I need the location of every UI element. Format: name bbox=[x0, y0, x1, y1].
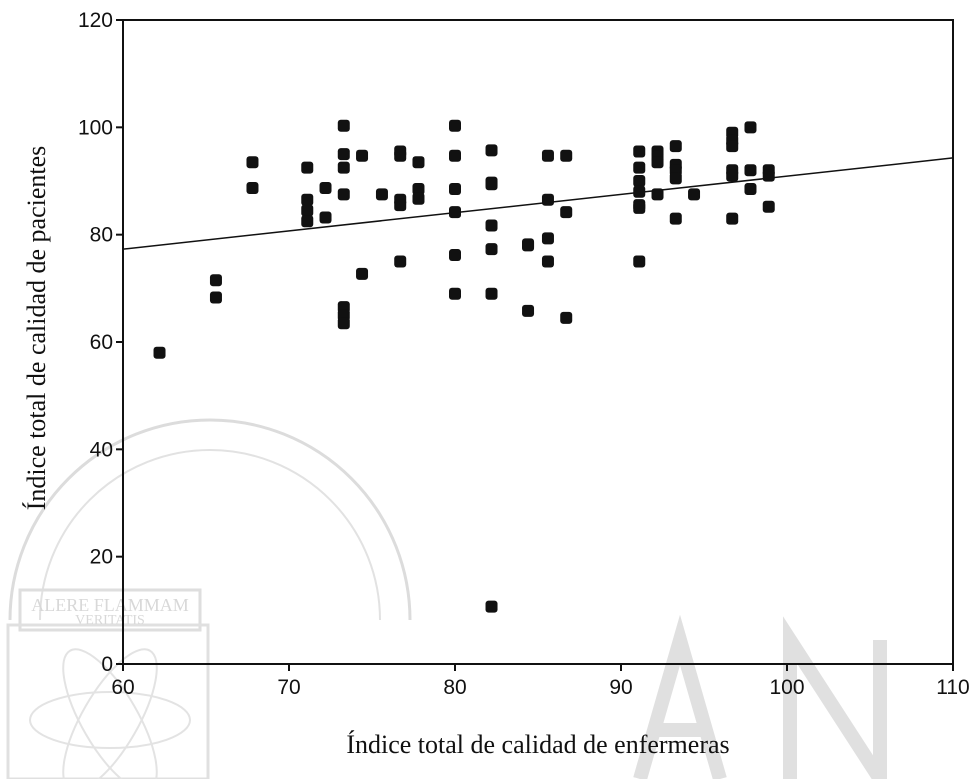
data-point bbox=[762, 169, 775, 182]
data-point bbox=[301, 161, 314, 174]
x-tick-label: 110 bbox=[936, 676, 969, 699]
y-tick-label: 60 bbox=[90, 331, 113, 354]
data-point bbox=[337, 119, 350, 132]
y-tick-label: 80 bbox=[90, 224, 113, 247]
data-point bbox=[762, 200, 775, 213]
data-point bbox=[522, 239, 535, 252]
watermark-motto-line1: ALERE FLAMMAM bbox=[31, 595, 189, 615]
data-point bbox=[669, 140, 682, 153]
data-point bbox=[319, 211, 332, 224]
y-tick-label: 100 bbox=[78, 116, 113, 139]
data-point bbox=[669, 172, 682, 185]
watermark-motto-line2: VERITATIS bbox=[75, 613, 145, 628]
plot-area-frame bbox=[122, 19, 954, 665]
data-point bbox=[337, 317, 350, 330]
data-point bbox=[449, 249, 461, 262]
data-point bbox=[449, 287, 461, 300]
data-point bbox=[726, 140, 739, 153]
data-point bbox=[744, 183, 757, 196]
data-point bbox=[412, 183, 425, 196]
data-point bbox=[485, 144, 498, 157]
data-point bbox=[744, 121, 757, 134]
data-point bbox=[485, 178, 498, 191]
data-point bbox=[301, 204, 314, 217]
data-points bbox=[153, 119, 775, 613]
data-point bbox=[394, 149, 407, 162]
data-point bbox=[522, 304, 535, 317]
data-point bbox=[633, 255, 646, 268]
data-point bbox=[337, 148, 350, 161]
x-tick-label: 80 bbox=[443, 676, 466, 699]
x-tick-label: 70 bbox=[277, 676, 300, 699]
y-tick-label: 20 bbox=[90, 546, 113, 569]
axes: 0 20 40 60 80 100 120 60 70 80 90 100 110 bbox=[78, 9, 970, 699]
data-point bbox=[209, 274, 222, 287]
data-point bbox=[633, 161, 646, 174]
data-point bbox=[394, 199, 407, 212]
y-tick-label: 40 bbox=[90, 438, 113, 461]
data-point bbox=[449, 183, 461, 196]
x-tick-label: 60 bbox=[111, 676, 134, 699]
data-point bbox=[688, 188, 701, 201]
data-point bbox=[449, 206, 461, 219]
regression-line bbox=[122, 157, 954, 250]
university-seal-watermark: ALERE FLAMMAM VERITATIS bbox=[6, 418, 887, 779]
data-point bbox=[449, 119, 461, 132]
x-axis-title: Índice total de calidad de enfermeras bbox=[346, 730, 729, 759]
data-point bbox=[744, 164, 757, 177]
data-point bbox=[633, 185, 646, 198]
data-point bbox=[560, 149, 573, 162]
data-point bbox=[301, 215, 314, 228]
data-point bbox=[633, 201, 646, 214]
x-tick-label: 90 bbox=[609, 676, 632, 699]
data-point bbox=[485, 600, 498, 613]
data-point bbox=[301, 193, 314, 206]
data-point bbox=[669, 212, 682, 225]
data-point bbox=[356, 149, 369, 162]
data-point bbox=[485, 287, 498, 300]
data-point bbox=[412, 156, 425, 169]
data-point bbox=[356, 267, 369, 280]
data-point bbox=[375, 188, 388, 201]
data-point bbox=[541, 255, 554, 268]
data-point bbox=[541, 193, 554, 206]
data-point bbox=[633, 145, 646, 158]
data-point bbox=[246, 181, 259, 194]
data-point bbox=[412, 192, 425, 205]
data-point bbox=[726, 212, 739, 225]
data-point bbox=[153, 346, 166, 359]
data-point bbox=[541, 232, 554, 245]
data-point bbox=[651, 156, 664, 169]
data-point bbox=[726, 169, 739, 182]
data-point bbox=[337, 188, 350, 201]
data-point bbox=[541, 149, 554, 162]
data-point bbox=[633, 175, 646, 187]
data-point bbox=[246, 156, 259, 169]
y-tick-label: 0 bbox=[101, 653, 113, 676]
data-point bbox=[485, 219, 498, 232]
data-point bbox=[394, 255, 407, 268]
data-point bbox=[485, 243, 498, 256]
data-point bbox=[209, 291, 222, 304]
y-tick-label: 120 bbox=[78, 9, 113, 32]
data-point bbox=[449, 149, 461, 162]
data-point bbox=[560, 311, 573, 324]
data-point bbox=[651, 188, 664, 201]
data-point bbox=[319, 181, 332, 194]
y-axis-title: Índice total de calidad de pacientes bbox=[22, 146, 51, 511]
data-point bbox=[337, 161, 350, 174]
data-point bbox=[560, 206, 573, 219]
x-tick-label: 100 bbox=[769, 676, 804, 699]
